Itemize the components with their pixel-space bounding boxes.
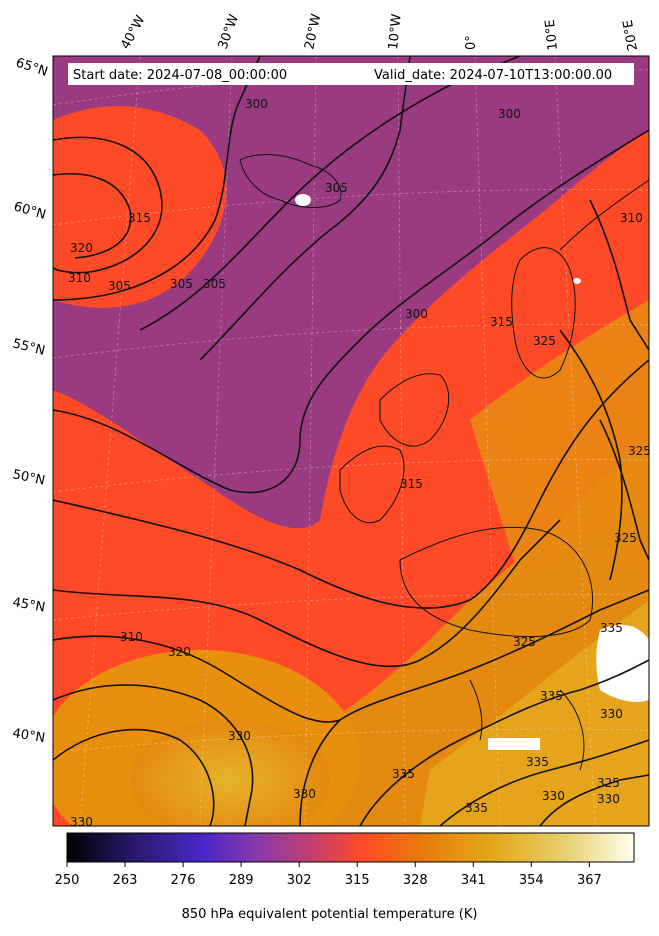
colorbar-tick-label: 367 <box>577 873 602 888</box>
colorbar-tick-label: 302 <box>287 873 312 888</box>
start-date: Start date: 2024-07-08_00:00:00 <box>73 68 287 83</box>
valid-date: Valid_date: 2024-07-10T13:00:00.00 <box>374 68 612 83</box>
lat-label: 55°N <box>11 336 46 358</box>
contour-label: 335 <box>465 801 488 815</box>
contour-label: 330 <box>600 707 623 721</box>
contour-label: 305 <box>325 181 348 195</box>
contour-label: 315 <box>128 211 151 225</box>
contour-label: 300 <box>498 107 521 121</box>
contour-label: 325 <box>628 444 651 458</box>
contour-label: 305 <box>108 279 131 293</box>
contour-label: 335 <box>600 621 623 635</box>
map-frame <box>52 55 650 827</box>
colorbar-gradient <box>66 832 635 863</box>
contour-label: 330 <box>542 789 565 803</box>
contour-label: 305 <box>170 277 193 291</box>
contour-label: 330 <box>228 729 251 743</box>
lat-label: 60°N <box>12 199 48 222</box>
contour-label: 310 <box>68 271 91 285</box>
lat-label: 65°N <box>14 56 50 80</box>
longitude-labels: 40°W 30°W 20°W 10°W 0° 10°E 20°E <box>118 12 641 52</box>
contour-label: 300 <box>245 97 268 111</box>
contour-label: 315 <box>490 315 513 329</box>
lon-label: 30°W <box>216 12 242 51</box>
contour-label: 320 <box>70 241 93 255</box>
contour-label: 325 <box>614 531 637 545</box>
contour-label: 335 <box>540 689 563 703</box>
contour-label: 325 <box>533 334 556 348</box>
contour-label: 300 <box>405 307 428 321</box>
colorbar-tick-label: 341 <box>461 873 486 888</box>
contour-label: 305 <box>203 277 226 291</box>
contour-label: 335 <box>526 755 549 769</box>
lat-label: 45°N <box>11 595 46 615</box>
contour-label: 315 <box>400 477 423 491</box>
contour-label: 330 <box>597 792 620 806</box>
contour-label: 310 <box>620 211 643 225</box>
colorbar-tick-label: 276 <box>171 873 196 888</box>
colorbar-tick-label: 263 <box>113 873 138 888</box>
lat-label: 40°N <box>11 726 46 746</box>
lon-label: 10°E <box>543 18 561 51</box>
contour-label-group: 300 300 300 305 305 305 305 310 315 320 … <box>68 97 651 829</box>
colorbar-tick-label: 250 <box>55 873 80 888</box>
lon-label: 20°W <box>302 12 324 50</box>
latitude-labels: 65°N 60°N 55°N 50°N 45°N 40°N <box>11 56 50 747</box>
colorbar-tick-label: 289 <box>229 873 254 888</box>
contour-label: 310 <box>120 630 143 644</box>
contour-label: 330 <box>70 815 93 829</box>
lon-label: 0° <box>464 35 479 50</box>
lon-label: 20°E <box>621 19 641 52</box>
colorbar-tick-label: 328 <box>403 873 428 888</box>
contour-label: 330 <box>293 787 316 801</box>
lon-label: 10°W <box>386 13 405 50</box>
temperature-field <box>53 56 649 826</box>
colorbar: 250 263 276 289 302 315 328 341 354 367 <box>55 832 635 888</box>
colorbar-ticks: 250 263 276 289 302 315 328 341 354 367 <box>55 862 602 888</box>
contour-label: 325 <box>597 776 620 790</box>
lat-label: 50°N <box>11 467 46 488</box>
colorbar-tick-label: 315 <box>345 873 370 888</box>
coastlines <box>239 154 649 771</box>
contour-label: 335 <box>392 767 415 781</box>
contour-lines <box>53 56 649 826</box>
lon-label: 40°W <box>118 13 148 52</box>
contour-label: 325 <box>513 635 536 649</box>
contour-label: 320 <box>168 645 191 659</box>
colorbar-title: 850 hPa equivalent potential temperature… <box>181 907 478 922</box>
colorbar-tick-label: 354 <box>519 873 544 888</box>
header-box <box>68 63 634 85</box>
